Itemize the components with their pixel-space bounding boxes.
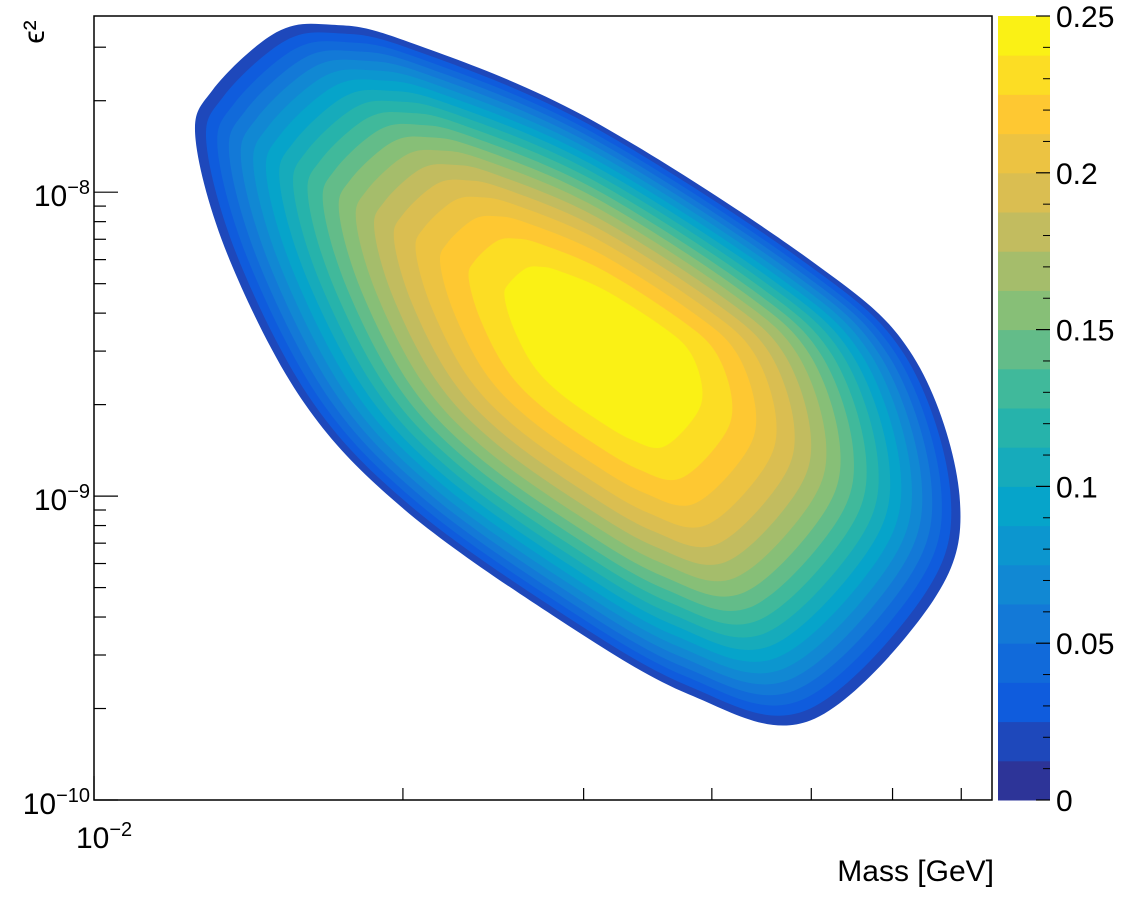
colorbar-segment [998, 212, 1050, 252]
y-axis-ticks [94, 46, 118, 801]
colorbar-tick-label: 0.15 [1056, 315, 1114, 348]
colorbar-segment [998, 251, 1050, 291]
contour-bands [194, 23, 961, 726]
tick-labels: 10−10 10−9 10−8 10−2 [23, 177, 133, 855]
x-axis-title: Mass [GeV] [837, 855, 994, 888]
colorbar-tick-label: 0 [1056, 785, 1073, 818]
contour-band [504, 266, 703, 449]
colorbar-segment [998, 94, 1050, 135]
colorbar-segment [998, 447, 1050, 487]
y-axis-title: ϵ² [18, 20, 51, 43]
colorbar-segment [998, 408, 1050, 448]
colorbar-segment [998, 368, 1050, 409]
colorbar-tick-label: 0.05 [1056, 628, 1114, 661]
colorbar-segment [998, 643, 1050, 683]
colorbar-tick-label: 0.25 [1056, 1, 1114, 34]
x-axis-ticks [93, 776, 962, 800]
colorbar-segment [998, 721, 1050, 762]
colorbar-segment [998, 682, 1050, 723]
y-tick-label: 10−10 [23, 785, 90, 821]
x-tick-label: 10−2 [76, 819, 132, 855]
colorbar-segment [998, 564, 1050, 605]
colorbar-segment [998, 604, 1050, 644]
colorbar-segment [998, 760, 1050, 801]
colorbar: 0 0.05 0.1 0.15 0.2 0.25 [998, 1, 1114, 818]
colorbar-segment [998, 290, 1050, 331]
colorbar-segment [998, 486, 1050, 527]
colorbar-segment [998, 329, 1050, 370]
colorbar-segment [998, 172, 1050, 213]
colorbar-segment [998, 16, 1050, 56]
colorbar-tick-label: 0.2 [1056, 158, 1098, 191]
colorbar-tick-label: 0.1 [1056, 471, 1098, 504]
plot-frame [93, 15, 993, 801]
y-tick-label: 10−9 [34, 481, 90, 517]
colorbar-segment [998, 525, 1050, 566]
y-tick-label: 10−8 [34, 177, 90, 213]
colorbar-segment [998, 133, 1050, 174]
colorbar-segment [998, 55, 1050, 95]
